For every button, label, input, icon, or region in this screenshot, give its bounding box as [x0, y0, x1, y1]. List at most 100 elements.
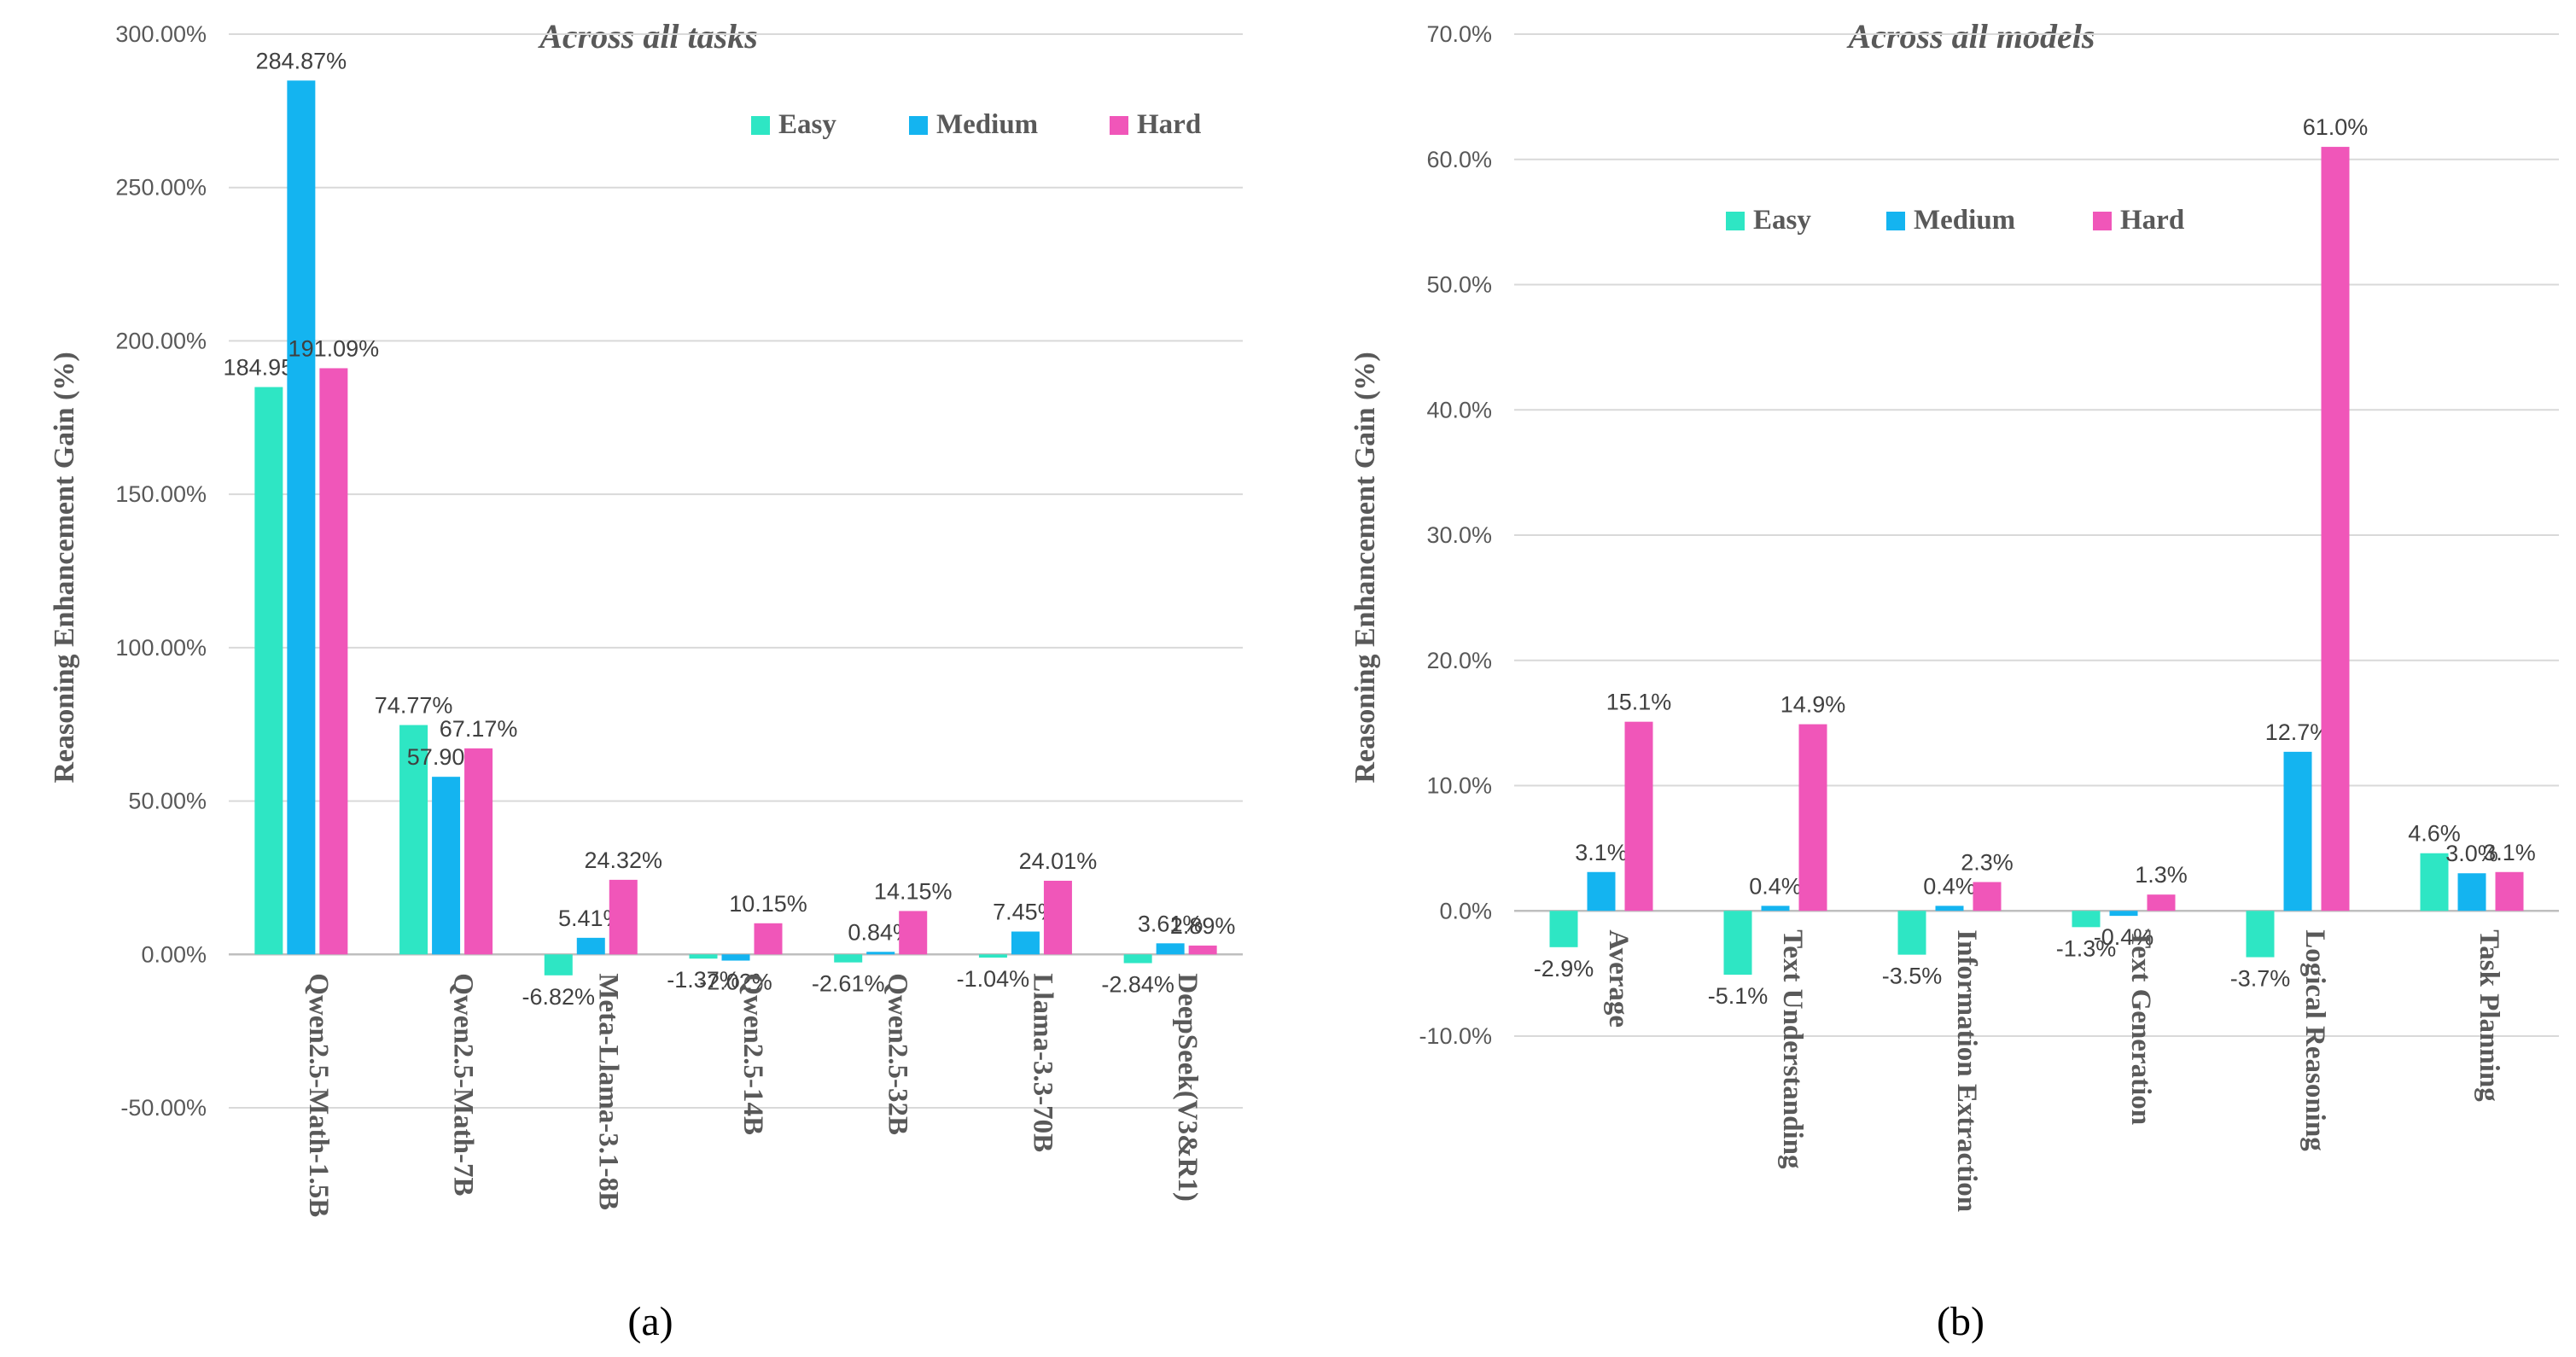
chart-b-data-label: 2.3%: [1961, 849, 2014, 875]
chart-a-title: Across all tasks: [537, 17, 758, 55]
chart-a-data-label: 3.61%: [1138, 911, 1203, 936]
chart-a-data-label: 14.15%: [874, 878, 953, 904]
chart-b-ytick-label: 40.0%: [1426, 397, 1492, 422]
chart-a-bar-hard: [1043, 880, 1072, 955]
chart-b-bar-medium: [2283, 751, 2312, 911]
chart-b-bar-hard: [2147, 894, 2176, 911]
chart-b-bar-hard: [2321, 147, 2350, 911]
chart-a-data-label: -6.82%: [522, 984, 596, 1010]
chart-b-ytick-label: 10.0%: [1426, 773, 1492, 799]
chart-b-bar-hard: [1624, 721, 1653, 911]
chart-b-ytick-label: 60.0%: [1426, 147, 1492, 172]
chart-b-data-label: 15.1%: [1606, 690, 1672, 715]
chart-a-data-label: 284.87%: [256, 48, 347, 73]
chart-a-data-label: -1.37%: [667, 967, 740, 993]
chart-b-data-label: -3.5%: [1882, 964, 1943, 989]
chart-a-bar-hard: [464, 748, 493, 955]
chart-b-ytick-label: 0.0%: [1439, 898, 1492, 923]
chart-a-data-label: 191.09%: [288, 335, 380, 361]
chart-b-bar-easy: [2420, 853, 2449, 911]
chart-a-legend-label: Hard: [1137, 109, 1201, 140]
chart-b-data-label: -2.9%: [1534, 956, 1594, 981]
chart-b-bar-easy: [1723, 911, 1752, 976]
chart-a-ytick-label: 150.00%: [115, 481, 207, 507]
chart-a-category-label: Llama-3.3-70B: [1027, 973, 1058, 1152]
chart-a-bar-hard: [899, 911, 928, 955]
chart-a-ytick-label: -50.00%: [120, 1095, 207, 1121]
chart-a-ytick-label: 200.00%: [115, 328, 207, 353]
chart-b-bar-easy: [2072, 911, 2101, 928]
chart-b-bar-easy: [1897, 911, 1926, 955]
chart-b-bar-hard: [1973, 882, 2002, 911]
chart-a-category-label: Qwen2.5-14B: [737, 973, 768, 1135]
chart-a-bar-easy: [834, 954, 863, 963]
chart-a-bar-easy: [978, 954, 1007, 958]
chart-a-legend-swatch-easy: [751, 116, 770, 135]
chart-a-data-label: 24.01%: [1019, 848, 1098, 874]
chart-b-legend-label: Easy: [1753, 205, 1811, 236]
chart-a-bar-hard: [319, 368, 348, 955]
chart-b-data-label: -1.3%: [2056, 935, 2117, 961]
chart-b-legend-swatch-easy: [1726, 212, 1745, 230]
chart-a-category-label: Qwen2.5-Math-1.5B: [303, 973, 334, 1217]
chart-b-category-label: Text Generation: [2125, 929, 2156, 1125]
chart-a-data-label: 24.32%: [584, 847, 662, 873]
chart-a-ytick-label: 300.00%: [115, 21, 207, 47]
chart-b-data-label: 0.4%: [1749, 873, 1802, 899]
chart-b-data-label: 4.6%: [2408, 821, 2461, 847]
chart-a-bar-medium: [1011, 931, 1040, 955]
chart-b-bar-medium: [1587, 871, 1616, 911]
chart-a-ytick-label: 50.00%: [128, 789, 207, 814]
chart-a-data-label: 67.17%: [440, 716, 518, 742]
chart-a-data-label: -2.02%: [699, 970, 772, 995]
chart-b-bar-hard: [1798, 724, 1827, 911]
chart-b-category-label: Text Understanding: [1777, 929, 1808, 1169]
chart-b-data-label: 3.0%: [2445, 841, 2498, 866]
chart-a-bar-medium: [1156, 943, 1185, 955]
chart-b-category-label: Average: [1603, 929, 1634, 1028]
chart-a-ytick-label: 0.00%: [141, 941, 207, 967]
chart-b-data-label: 0.4%: [1923, 873, 1976, 899]
chart-b-plot: -10.0% 0.0% 10.0% 20.0% 30.0% 40.0% 50.0% 60.0%…: [1419, 21, 2559, 1212]
chart-a-ytick-label: 250.00%: [115, 175, 207, 201]
chart-a-data-label: -2.61%: [812, 971, 885, 997]
chart-b-title: Across all models: [1846, 17, 2095, 55]
chart-a-data-label: 74.77%: [375, 693, 453, 719]
chart-a-bar-hard: [754, 923, 783, 955]
chart-a-plot: -50.00% 0.00% 50.00% 100.00% 150.00% 200.00% 2…: [115, 21, 1243, 1217]
chart-a-bar-easy: [399, 725, 428, 955]
chart-a-bar-easy: [254, 387, 283, 955]
chart-a-bar-easy: [689, 954, 718, 959]
chart-b-bar-hard: [2495, 871, 2524, 911]
chart-b-category-label: Logical Reasoning: [2299, 929, 2330, 1151]
chart-a-data-label: 10.15%: [729, 891, 807, 917]
chart-a-caption: (a): [627, 1299, 673, 1344]
chart-b-bar-easy: [1549, 911, 1578, 947]
chart-b-data-label: 61.0%: [2303, 114, 2369, 140]
chart-b-ylabel: Reasoning Enhancement Gain (%): [1349, 352, 1381, 783]
chart-a-legend-label: Medium: [936, 109, 1038, 140]
chart-b-data-label: 3.1%: [1575, 840, 1628, 865]
chart-a-ylabel: Reasoning Enhancement Gain (%): [49, 352, 80, 783]
chart-a-ytick-label: 100.00%: [115, 635, 207, 661]
chart-a-category-label: Meta-Llama-3.1-8B: [592, 973, 623, 1210]
chart-b-data-label: 1.3%: [2135, 862, 2188, 888]
chart-b-data-label: 12.7%: [2265, 719, 2331, 745]
chart-b-bar-medium: [1935, 906, 1964, 911]
chart-a-bar-medium: [287, 80, 316, 955]
chart-a-category-label: Qwen2.5-Math-7B: [448, 973, 479, 1196]
chart-b-ytick-label: 30.0%: [1426, 522, 1492, 548]
chart-b-legend-label: Medium: [1914, 205, 2015, 236]
chart-b-legend-swatch-hard: [2093, 212, 2112, 230]
chart-a-bar-easy: [544, 954, 573, 976]
chart-a-data-label: -2.84%: [1101, 971, 1174, 997]
chart-a-category-label: Qwen2.5-32B: [883, 973, 913, 1135]
chart-a-data-label: 2.89%: [1170, 913, 1236, 939]
chart-a-data-label: -1.04%: [957, 966, 1030, 992]
chart-b-data-label: -3.7%: [2230, 966, 2291, 992]
chart-b-bar-medium: [1761, 906, 1790, 911]
chart-a-bar-medium: [576, 937, 605, 955]
chart-b-legend-label: Hard: [2120, 205, 2184, 236]
chart-b-bar-easy: [2246, 911, 2275, 958]
